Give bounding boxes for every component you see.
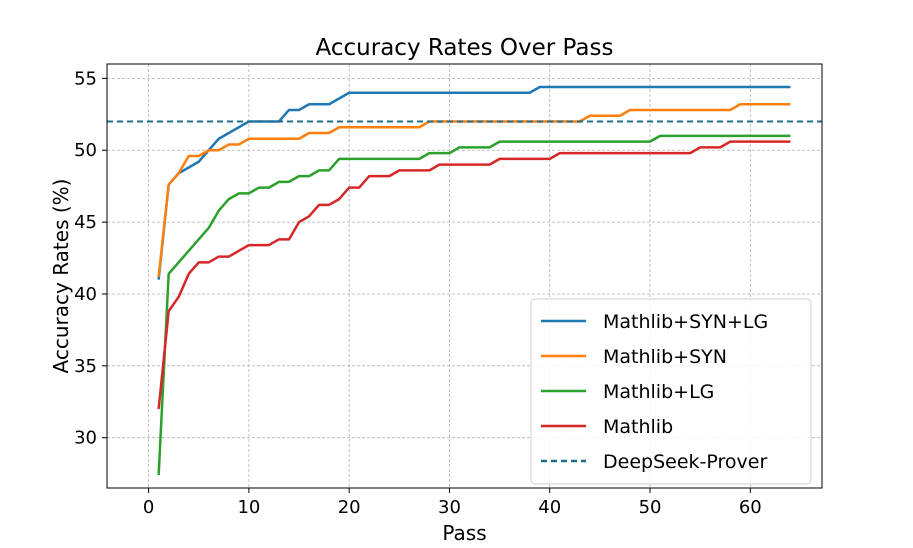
y-axis-label: Accuracy Rates (%): [49, 179, 73, 374]
legend-box: [530, 298, 812, 485]
x-tick-label: 20: [338, 497, 361, 518]
legend-label-mathlib-lg: Mathlib+LG: [603, 381, 714, 403]
y-tick-label: 35: [74, 356, 97, 377]
series-line-mathlib: [157, 140, 791, 410]
y-tick-label: 40: [74, 284, 97, 305]
series-line-mathlib-lg: [157, 134, 791, 476]
chart-title: Accuracy Rates Over Pass: [316, 35, 614, 61]
series-layer: [107, 85, 822, 476]
x-tick-label: 60: [739, 497, 762, 518]
x-axis-label: Pass: [442, 521, 486, 545]
y-tick-label: 45: [74, 212, 97, 233]
y-tick-label: 55: [74, 68, 97, 89]
x-tick-label: 0: [143, 497, 154, 518]
legend-label-mathlib: Mathlib: [603, 416, 673, 438]
x-tick-label: 50: [639, 497, 662, 518]
legend-label-mathlib-syn: Mathlib+SYN: [603, 346, 727, 368]
y-tick-label: 50: [74, 140, 97, 161]
y-tick-label: 30: [74, 428, 97, 449]
x-tick-label: 30: [438, 497, 461, 518]
legend-label-mathlib-syn-lg: Mathlib+SYN+LG: [603, 311, 768, 333]
x-tick-label: 40: [538, 497, 561, 518]
plot-frame: [106, 63, 823, 489]
series-line-mathlib-syn: [157, 102, 791, 277]
series-line-mathlib-syn-lg: [157, 85, 791, 280]
x-tick-label: 10: [237, 497, 260, 518]
legend-label-deepseek-prover: DeepSeek-Prover: [603, 451, 767, 473]
legend: Mathlib+SYN+LG Mathlib+SYN Mathlib+LG Mathl…: [530, 298, 812, 485]
ticks: 0 10 20 30 40 50 60 30 35 40 45 50 55: [74, 68, 762, 518]
